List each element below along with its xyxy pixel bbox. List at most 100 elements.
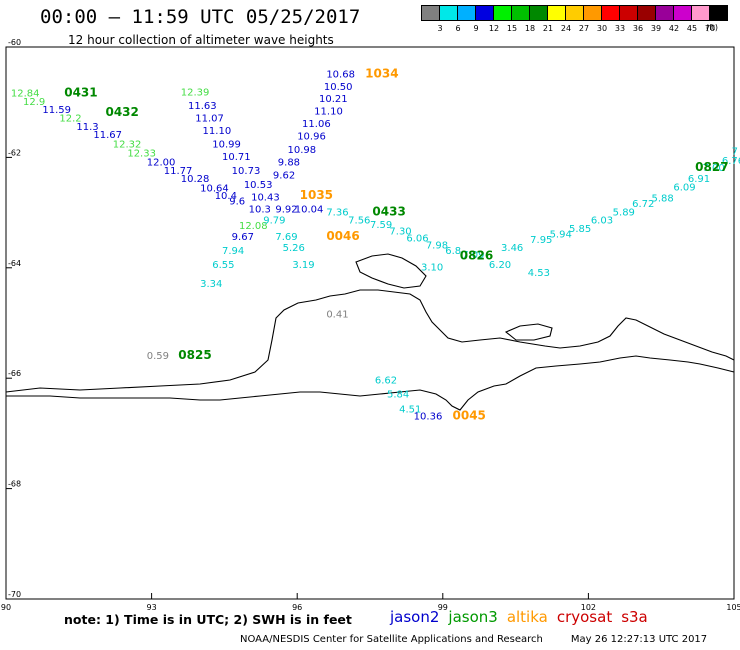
wave-height-value: 7.36 xyxy=(326,207,348,218)
legend-label: 70 xyxy=(704,24,716,33)
satellite-legend: jason2 jason3 altika cryosat s3a xyxy=(390,608,657,626)
wave-height-value: 10.43 xyxy=(251,192,280,203)
legend-label: 36 xyxy=(632,24,644,33)
wave-height-value: 7.00 xyxy=(702,163,724,174)
lon-tick-label: 93 xyxy=(147,603,157,612)
wave-height-value: 7 xyxy=(732,147,738,158)
wave-height-value: 10.99 xyxy=(212,139,241,150)
lat-tick-label: -70 xyxy=(8,590,21,599)
map-title: 00:00 – 11:59 UTC 05/25/2017 xyxy=(40,6,361,28)
wave-height-value: 7.56 xyxy=(348,216,370,227)
wave-height-value: 9.79 xyxy=(263,216,285,227)
pass-time-label: 0431 xyxy=(64,86,97,100)
wave-height-value: 12.33 xyxy=(127,148,156,159)
wave-height-value: 12.00 xyxy=(147,158,176,169)
wave-height-value: 10.96 xyxy=(297,132,326,143)
legend-label: 9 xyxy=(473,24,479,33)
map-subtitle: 12 hour collection of altimeter wave hei… xyxy=(68,33,334,47)
wave-height-value: 11.3 xyxy=(76,122,98,133)
wave-height-value: 7.94 xyxy=(222,246,244,257)
island-shackleton xyxy=(355,253,427,289)
island-east xyxy=(504,323,553,341)
wave-height-value: 5.84 xyxy=(387,390,409,401)
footer: NOAA/NESDIS Center for Satellite Applica… xyxy=(240,634,707,645)
wave-height-value: 10.4 xyxy=(215,191,237,202)
legend-label: 21 xyxy=(542,24,554,33)
wave-height-value: 11.63 xyxy=(188,101,217,112)
wave-height-value: 6.76 xyxy=(722,156,740,167)
credit-text: NOAA/NESDIS Center for Satellite Applica… xyxy=(240,634,543,645)
lat-tick-label: -62 xyxy=(8,148,21,157)
legend-label: 42 xyxy=(668,24,680,33)
wave-height-value: 11.10 xyxy=(203,126,232,137)
wave-height-value: 12.32 xyxy=(113,139,142,150)
wave-height-value: 5.85 xyxy=(569,224,591,235)
legend-label: 18 xyxy=(524,24,536,33)
legend-label: 39 xyxy=(650,24,662,33)
wave-height-value: 10.04 xyxy=(295,205,324,216)
wave-height-value: 10.98 xyxy=(287,145,316,156)
wave-height-value: 12.84 xyxy=(11,89,40,100)
wave-height-value: 3.34 xyxy=(200,279,222,290)
wave-height-value: 10.64 xyxy=(200,184,229,195)
wave-height-value: 7.98 xyxy=(426,240,448,251)
satellite-name: jason3 xyxy=(448,608,498,626)
pass-time-label: 0827 xyxy=(695,160,728,174)
wave-height-value: 7.30 xyxy=(389,227,411,238)
wave-height-value: 5.89 xyxy=(613,207,635,218)
legend-unit: (ft) xyxy=(706,23,719,32)
legend-bin: 9 xyxy=(457,5,479,34)
wave-height-value: 11.06 xyxy=(302,119,331,130)
antarctic-coastline xyxy=(5,289,735,393)
wave-height-value: 11.07 xyxy=(195,114,224,125)
legend-label: 12 xyxy=(488,24,500,33)
map-frame xyxy=(5,46,735,600)
wave-height-value: 6.62 xyxy=(375,376,397,387)
wave-height-value: 7.69 xyxy=(275,232,297,243)
wave-height-value: 10.36 xyxy=(414,412,443,423)
pass-time-label: 0433 xyxy=(372,204,405,218)
wave-height-value: 12.39 xyxy=(181,88,210,99)
wave-height-labels: 12.8412.911.5912.211.311.6712.3212.3312.… xyxy=(11,66,740,422)
wave-height-value: 12.9 xyxy=(23,97,45,108)
lat-tick-label: -60 xyxy=(8,38,21,47)
wave-height-value: 6.72 xyxy=(632,199,654,210)
wave-height-value: 4.53 xyxy=(528,268,550,279)
footnote: note: 1) Time is in UTC; 2) SWH is in fe… xyxy=(64,612,352,627)
generated-timestamp: May 26 12:27:13 UTC 2017 xyxy=(570,634,708,645)
wave-height-value: 10.71 xyxy=(222,152,251,163)
legend-bin: 18 xyxy=(511,5,535,34)
legend-bin: 42 xyxy=(655,5,679,34)
wave-height-value: 5.26 xyxy=(283,243,305,254)
wave-height-value: 4.51 xyxy=(399,404,421,415)
lon-tick-label: 105 xyxy=(726,603,740,612)
wave-height-value: 6.09 xyxy=(673,183,695,194)
lon-tick-label: 90 xyxy=(1,603,11,612)
wave-height-value: 6.03 xyxy=(591,216,613,227)
wave-height-value: 5.88 xyxy=(651,194,673,205)
wave-height-value: 0.41 xyxy=(326,309,348,320)
legend-label: 15 xyxy=(506,24,518,33)
pass-time-label: 0432 xyxy=(105,105,138,119)
wave-height-value: 12.08 xyxy=(239,221,268,232)
legend-label: 30 xyxy=(596,24,608,33)
wave-height-value: 11.10 xyxy=(314,106,343,117)
wave-height-value: 3.10 xyxy=(421,263,443,274)
wave-height-value: 11.67 xyxy=(93,130,122,141)
satellite-name: cryosat xyxy=(556,608,613,626)
legend-label: 33 xyxy=(614,24,626,33)
wave-height-value: 9.67 xyxy=(232,232,254,243)
coastline xyxy=(5,253,735,411)
wave-height-value: 10.3 xyxy=(249,205,271,216)
antarctic-coastline-south xyxy=(6,355,735,411)
wave-height-value: 7.59 xyxy=(370,220,392,231)
lon-tick-label: 96 xyxy=(292,603,302,612)
lat-tick-label: -64 xyxy=(8,259,21,268)
lon-tick-label: 99 xyxy=(438,603,448,612)
wave-height-value: 6.06 xyxy=(406,233,428,244)
legend-label: 45 xyxy=(686,24,698,33)
pass-time-label: 0826 xyxy=(460,249,493,263)
satellite-name: jason2 xyxy=(390,608,440,626)
wave-height-value: 7.95 xyxy=(530,235,552,246)
